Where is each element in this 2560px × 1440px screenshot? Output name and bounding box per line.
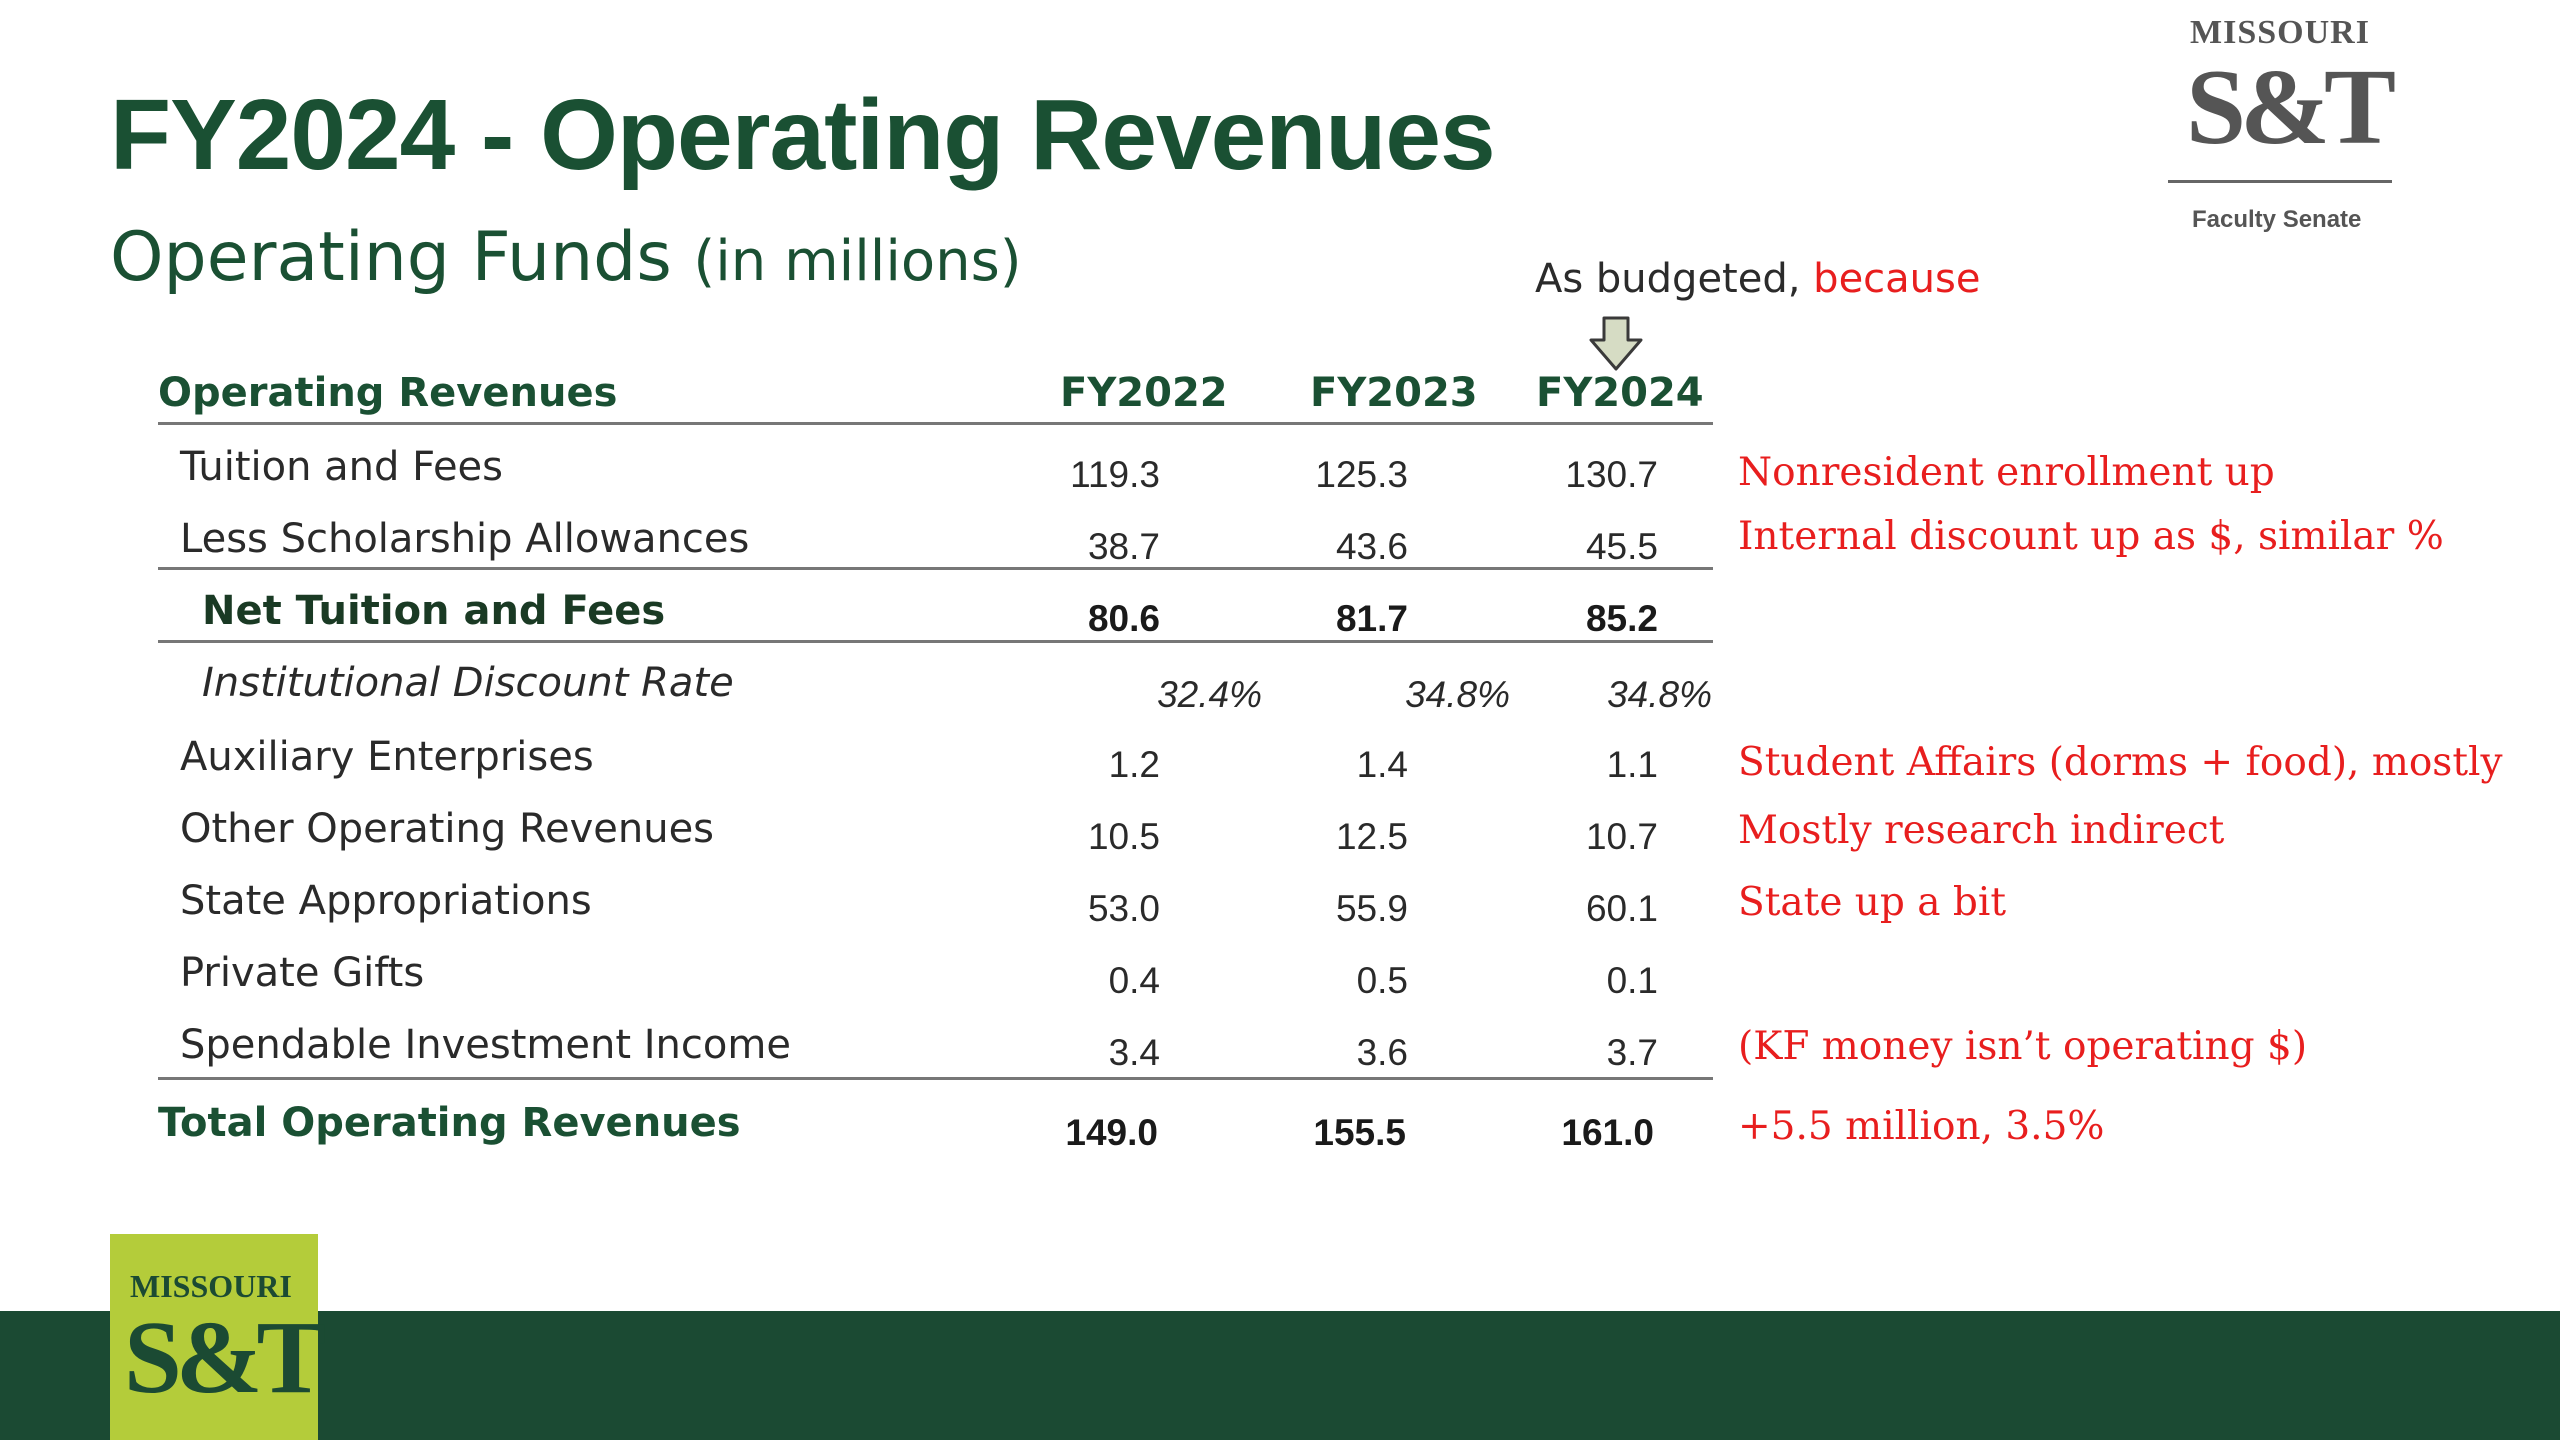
logo-bottom-line1: MISSOURI bbox=[130, 1268, 292, 1304]
cell-state-appropriations-fy2024: 60.1 bbox=[1585, 888, 1658, 929]
faculty-senate-logo: MISSOURI S&T Faculty Senate bbox=[2168, 8, 2398, 238]
cell-total-fy2022: 149.0 bbox=[1065, 1112, 1158, 1153]
cell-private-gifts-fy2024: 0.1 bbox=[1606, 960, 1658, 1001]
cell-tuition-fy2022: 119.3 bbox=[1070, 454, 1160, 495]
row-label-state-appropriations: State Appropriations bbox=[180, 878, 592, 924]
page-subtitle: Operating Funds (in millions) bbox=[110, 218, 1022, 297]
comment-total: +5.5 million, 3.5% bbox=[1738, 1104, 2105, 1149]
comment-tuition: Nonresident enrollment up bbox=[1738, 450, 2275, 495]
table-label-header: Operating Revenues bbox=[158, 370, 618, 416]
footer-band bbox=[0, 1311, 2560, 1440]
column-header-fy2024: FY2024 bbox=[1536, 370, 1704, 416]
cell-tuition-fy2024: 130.7 bbox=[1565, 454, 1658, 495]
cell-total-fy2023: 155.5 bbox=[1313, 1112, 1406, 1153]
row-label-tuition: Tuition and Fees bbox=[180, 444, 504, 490]
cell-private-gifts-fy2022: 0.4 bbox=[1108, 960, 1160, 1001]
comment-auxiliary: Student Affairs (dorms + food), mostly bbox=[1738, 740, 2503, 785]
subtotal-rule bbox=[158, 567, 1713, 570]
budget-note-prefix: As budgeted, bbox=[1535, 256, 1814, 302]
column-header-fy2023: FY2023 bbox=[1310, 370, 1478, 416]
budget-note: As budgeted, because bbox=[1535, 256, 1980, 302]
cell-tuition-fy2023: 125.3 bbox=[1315, 454, 1408, 495]
logo-top-line1: MISSOURI bbox=[2190, 14, 2370, 51]
cell-investment-income-fy2022: 3.4 bbox=[1108, 1032, 1160, 1073]
cell-net-tuition-fy2024: 85.2 bbox=[1585, 598, 1658, 639]
subtitle-unit: (in millions) bbox=[693, 229, 1022, 294]
row-label-private-gifts: Private Gifts bbox=[180, 950, 425, 996]
cell-investment-income-fy2023: 3.6 bbox=[1356, 1032, 1408, 1073]
cell-state-appropriations-fy2022: 53.0 bbox=[1087, 888, 1160, 929]
cell-discount-rate-fy2024: 34.8% bbox=[1607, 674, 1712, 715]
university-logo: MISSOURI S&T bbox=[110, 1234, 326, 1440]
cell-net-tuition-fy2023: 81.7 bbox=[1335, 598, 1408, 639]
subtitle-main: Operating Funds bbox=[110, 218, 672, 297]
logo-top-line2: S&T bbox=[2186, 48, 2396, 167]
cell-auxiliary-fy2022: 1.2 bbox=[1108, 744, 1160, 785]
comment-other-operating: Mostly research indirect bbox=[1738, 808, 2225, 853]
cell-scholarship-fy2022: 38.7 bbox=[1087, 526, 1160, 567]
budget-note-highlight: because bbox=[1813, 256, 1981, 302]
header-rule bbox=[158, 422, 1713, 425]
cell-auxiliary-fy2024: 1.1 bbox=[1606, 744, 1658, 785]
comment-scholarship: Internal discount up as $, similar % bbox=[1738, 514, 2444, 559]
cell-other-operating-fy2022: 10.5 bbox=[1087, 816, 1160, 857]
row-label-auxiliary: Auxiliary Enterprises bbox=[180, 734, 594, 780]
cell-discount-rate-fy2023: 34.8% bbox=[1405, 674, 1510, 715]
row-label-net-tuition: Net Tuition and Fees bbox=[202, 588, 666, 634]
page-title: FY2024 - Operating Revenues bbox=[110, 79, 1496, 191]
net-tuition-rule bbox=[158, 640, 1713, 643]
logo-top-caption: Faculty Senate bbox=[2192, 206, 2362, 233]
cell-auxiliary-fy2023: 1.4 bbox=[1356, 744, 1408, 785]
cell-net-tuition-fy2022: 80.6 bbox=[1087, 598, 1160, 639]
cell-state-appropriations-fy2023: 55.9 bbox=[1335, 888, 1408, 929]
comment-state-appropriations: State up a bit bbox=[1738, 880, 2007, 925]
row-label-scholarship: Less Scholarship Allowances bbox=[180, 516, 750, 562]
cell-scholarship-fy2024: 45.5 bbox=[1585, 526, 1658, 567]
logo-top-rule bbox=[2168, 180, 2392, 183]
total-rule bbox=[158, 1077, 1713, 1080]
cell-private-gifts-fy2023: 0.5 bbox=[1356, 960, 1408, 1001]
cell-scholarship-fy2023: 43.6 bbox=[1335, 526, 1408, 567]
row-label-investment-income: Spendable Investment Income bbox=[180, 1022, 791, 1068]
comment-investment-income: (KF money isn’t operating $) bbox=[1738, 1024, 2308, 1069]
cell-other-operating-fy2024: 10.7 bbox=[1585, 816, 1658, 857]
cell-total-fy2024: 161.0 bbox=[1561, 1112, 1654, 1153]
down-arrow-icon bbox=[1589, 316, 1643, 371]
logo-bottom-line2: S&T bbox=[124, 1300, 326, 1415]
cell-investment-income-fy2024: 3.7 bbox=[1606, 1032, 1658, 1073]
row-label-other-operating: Other Operating Revenues bbox=[180, 806, 715, 852]
row-label-discount-rate: Institutional Discount Rate bbox=[202, 660, 734, 706]
cell-other-operating-fy2023: 12.5 bbox=[1335, 816, 1408, 857]
column-header-fy2022: FY2022 bbox=[1060, 370, 1228, 416]
row-label-total: Total Operating Revenues bbox=[158, 1100, 741, 1146]
cell-discount-rate-fy2022: 32.4% bbox=[1157, 674, 1262, 715]
